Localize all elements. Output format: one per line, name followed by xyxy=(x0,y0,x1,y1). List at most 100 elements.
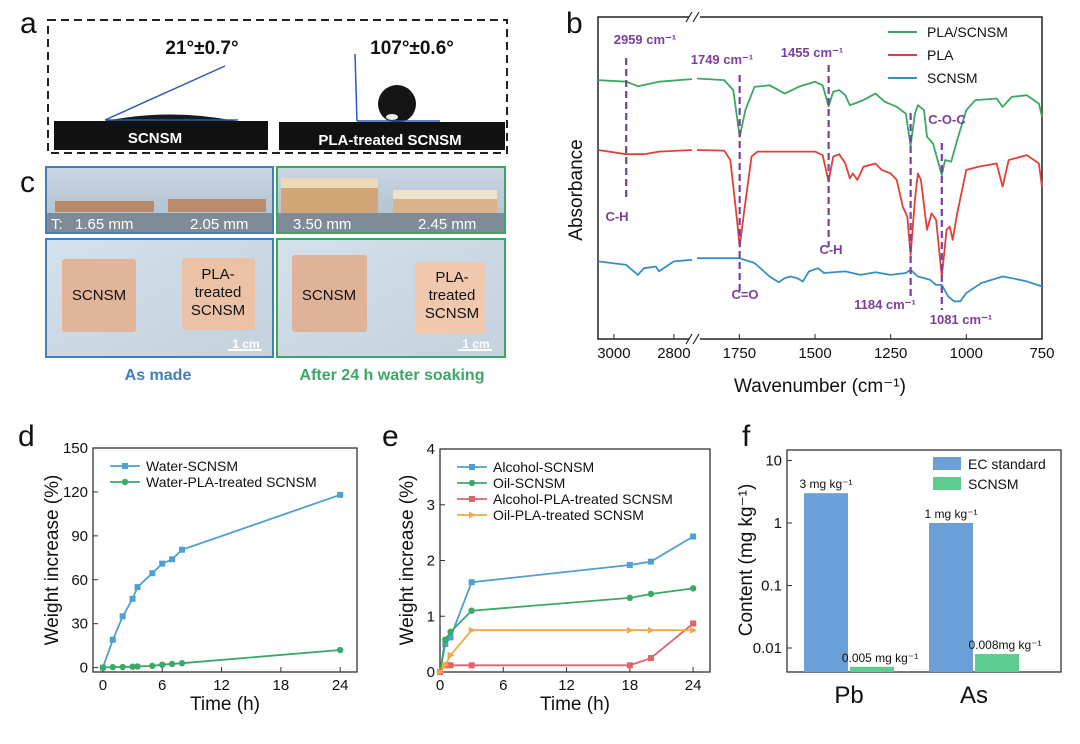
bar-value-label: 3 mg kg⁻¹ xyxy=(799,477,852,491)
series-oil-pla-treated-scnsm xyxy=(437,626,698,676)
data-point xyxy=(99,664,107,671)
right-sample-label: PLA-treated SCNSM xyxy=(318,132,461,149)
y-tick-label: 0.1 xyxy=(761,578,782,595)
panel-label-a: a xyxy=(20,7,37,40)
series-water-scnsm xyxy=(99,491,344,671)
bar-value-label: 1 mg kg⁻¹ xyxy=(924,507,977,521)
droplet-round-image xyxy=(378,85,416,123)
panel-a-contact-angle: 21°±0.7° SCNSM 107°±0.6° PLA-treated SCN… xyxy=(47,19,508,154)
data-point xyxy=(626,662,633,669)
tangent-line xyxy=(104,65,226,121)
y-tick-label: 10 xyxy=(765,453,782,470)
y-axis-title: Weight increase (%) xyxy=(42,475,63,646)
data-point xyxy=(159,560,166,567)
data-point xyxy=(129,663,136,670)
x-axis-title: Time (h) xyxy=(540,694,610,715)
data-point xyxy=(647,558,654,565)
axis-break-mark xyxy=(692,333,700,345)
axis-break-gap xyxy=(689,336,700,342)
x-tick-label: 24 xyxy=(332,677,349,694)
x-tick-label: 6 xyxy=(499,677,507,694)
x-tick-label: 18 xyxy=(622,677,639,694)
tangent-line xyxy=(354,53,358,122)
y-tick-label: 0 xyxy=(427,664,435,681)
legend-label: Oil-SCNSM xyxy=(493,475,565,491)
spectrum-line-pla xyxy=(696,149,1043,278)
peak-assignment-label: C-H xyxy=(819,242,842,257)
data-point xyxy=(109,663,116,671)
scale-bar-label: 1 cm xyxy=(462,337,489,351)
data-point xyxy=(134,584,141,591)
data-point xyxy=(442,636,449,643)
y-tick-label: 60 xyxy=(71,572,88,589)
axis-break-mark xyxy=(685,11,693,23)
thickness-band xyxy=(278,213,504,232)
y-tick-label: 150 xyxy=(63,440,88,457)
axis-break-mark xyxy=(685,333,693,345)
sample-square-pla xyxy=(415,262,485,334)
data-point xyxy=(149,662,156,670)
data-point xyxy=(336,646,344,654)
data-point xyxy=(647,626,655,634)
data-point xyxy=(178,660,186,667)
data-point xyxy=(469,464,475,470)
thickness-value: 1.65 mm xyxy=(75,216,133,233)
thickness-band xyxy=(47,213,272,232)
legend-label: Oil-PLA-treated SCNSM xyxy=(493,507,644,523)
thickness-value: 2.05 mm xyxy=(190,216,248,233)
data-point xyxy=(119,663,126,671)
bar-pb-ec-standard xyxy=(804,493,848,672)
data-point xyxy=(468,579,475,586)
category-label: As xyxy=(960,682,988,709)
panel-label-e: e xyxy=(382,420,399,453)
bar-as-ec-standard xyxy=(929,523,973,672)
x-tick-label: 12 xyxy=(213,677,230,694)
data-point xyxy=(122,463,128,469)
x-tick-label: 750 xyxy=(1029,345,1054,362)
thickness-value: 3.50 mm xyxy=(293,216,351,233)
axis-break-gap xyxy=(689,14,700,20)
data-point xyxy=(647,655,654,662)
panel-c-photos: T: 1.65 mm 2.05 mm 3.50 mm 2.45 mm SCNSM… xyxy=(45,166,506,384)
peak-wavenumber-label: 2959 cm⁻¹ xyxy=(614,32,677,47)
thickness-prefix: T: xyxy=(51,216,63,233)
peak-wavenumber-label: 1455 cm⁻¹ xyxy=(781,45,844,60)
x-tick-label: 2800 xyxy=(657,345,690,362)
peak-assignment-label: C-H xyxy=(605,209,628,224)
peak-assignment-label: C=O xyxy=(731,287,758,302)
spectrum-line-pla xyxy=(597,149,692,156)
y-tick-label: 3 xyxy=(427,497,435,514)
x-tick-label: 3000 xyxy=(597,345,630,362)
x-tick-label: 1250 xyxy=(874,345,907,362)
y-tick-label: 4 xyxy=(427,441,435,458)
bar-as-scnsm xyxy=(975,654,1019,672)
data-point xyxy=(690,626,698,634)
thickness-value: 2.45 mm xyxy=(418,216,476,233)
series-line xyxy=(439,535,694,673)
data-point xyxy=(437,668,444,676)
y-tick-label: 0 xyxy=(80,660,88,677)
legend-swatch xyxy=(933,457,961,470)
data-point xyxy=(129,595,136,602)
peak-wavenumber-label: 1749 cm⁻¹ xyxy=(691,52,754,67)
left-contact-angle: 21°±0.7° xyxy=(165,38,238,59)
y-axis-title: Weight increase (%) xyxy=(397,475,418,646)
x-tick-label: 0 xyxy=(436,677,444,694)
bar-pb-scnsm xyxy=(850,666,894,672)
data-point xyxy=(109,636,116,643)
x-tick-label: 18 xyxy=(273,677,290,694)
x-tick-label: 1500 xyxy=(798,345,831,362)
sample-square-pla xyxy=(182,258,255,330)
data-point xyxy=(468,607,475,614)
panel-label-c: c xyxy=(20,166,35,199)
x-tick-label: 12 xyxy=(558,677,575,694)
series-oil-scnsm xyxy=(436,585,697,676)
sample-label: treated xyxy=(429,287,476,304)
y-tick-label: 30 xyxy=(71,616,88,633)
plot-frame xyxy=(786,449,1062,673)
x-tick-label: 6 xyxy=(158,677,166,694)
data-point xyxy=(134,663,141,670)
axis-break-mark xyxy=(692,11,700,23)
data-point xyxy=(468,662,475,669)
